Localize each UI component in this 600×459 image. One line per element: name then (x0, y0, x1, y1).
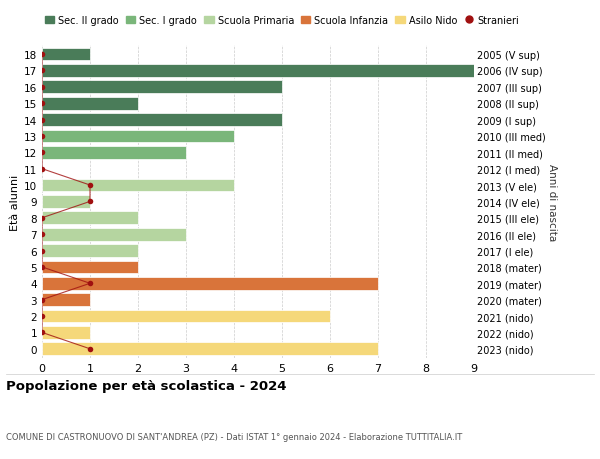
Bar (42, 130, 234, 143)
Bar (42, 179, 234, 192)
Y-axis label: Età alunni: Età alunni (10, 174, 20, 230)
Bar (42, 326, 90, 339)
Bar (42, 49, 90, 61)
Bar (42, 146, 186, 159)
Bar (42, 261, 138, 274)
Bar (42, 310, 330, 323)
Bar (42, 98, 138, 110)
Bar (42, 277, 378, 290)
Bar (42, 65, 474, 78)
Legend: Sec. II grado, Sec. I grado, Scuola Primaria, Scuola Infanzia, Asilo Nido, Stran: Sec. II grado, Sec. I grado, Scuola Prim… (41, 12, 523, 29)
Bar (42, 196, 90, 208)
Bar (42, 212, 138, 224)
Bar (42, 343, 378, 355)
Bar (42, 114, 282, 127)
Bar (42, 245, 138, 257)
Text: COMUNE DI CASTRONUOVO DI SANT'ANDREA (PZ) - Dati ISTAT 1° gennaio 2024 - Elabora: COMUNE DI CASTRONUOVO DI SANT'ANDREA (PZ… (6, 431, 462, 441)
Bar (42, 294, 90, 306)
Bar (42, 81, 282, 94)
Text: Popolazione per età scolastica - 2024: Popolazione per età scolastica - 2024 (6, 380, 287, 392)
Bar (42, 228, 186, 241)
Y-axis label: Anni di nascita: Anni di nascita (547, 163, 557, 241)
